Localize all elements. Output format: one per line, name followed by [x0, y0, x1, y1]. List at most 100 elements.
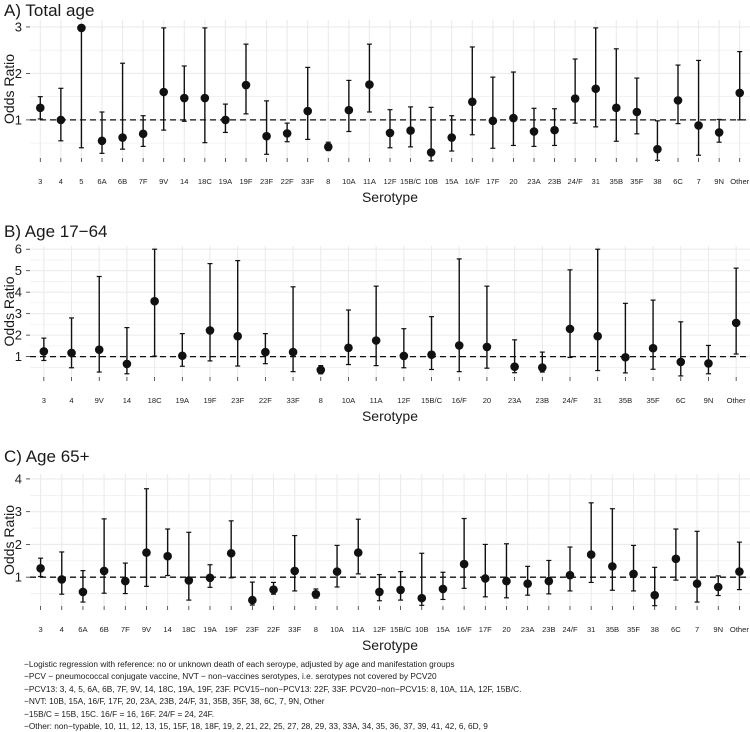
point-estimate — [142, 548, 151, 557]
x-tick-label: 10A — [342, 396, 356, 405]
point-estimate — [184, 576, 194, 585]
point-estimate — [565, 324, 575, 334]
point-estimate — [353, 548, 363, 557]
x-tick-label: 17F — [486, 177, 499, 186]
point-estimate — [159, 87, 169, 97]
x-tick-label: 3 — [38, 177, 42, 186]
x-tick-label: 23F — [260, 177, 273, 186]
point-estimate — [482, 342, 492, 352]
point-estimate — [565, 570, 575, 580]
error-bar — [186, 531, 192, 601]
error-bar — [609, 508, 615, 591]
footnote-nvt: −NVT: 10B, 15A, 16/F, 17F, 20, 23A, 23B,… — [24, 696, 325, 707]
point-estimate — [509, 113, 518, 123]
point-estimate — [262, 131, 271, 141]
panel-title: A) Total age — [4, 1, 94, 20]
point-estimate — [629, 569, 638, 579]
x-tick-label: 19A — [176, 396, 190, 405]
point-estimate — [57, 575, 67, 584]
point-estimate — [233, 331, 242, 341]
x-tick-label: 5 — [79, 177, 83, 186]
point-estimate — [226, 548, 236, 558]
point-estimate — [417, 593, 427, 603]
x-tick-label: 4 — [59, 177, 63, 186]
x-tick-label: 33F — [287, 396, 300, 405]
x-tick-label: 23A — [527, 177, 541, 186]
x-tick-label: 17F — [479, 625, 492, 634]
x-tick-label: 31 — [591, 177, 599, 186]
x-tick-label: 14 — [123, 396, 131, 405]
error-bar — [345, 309, 351, 366]
point-estimate — [332, 567, 342, 576]
x-tick-label: 6C — [673, 177, 683, 186]
error-bar — [736, 541, 742, 591]
point-estimate — [621, 352, 630, 362]
x-tick-label: 20 — [509, 177, 517, 186]
error-bar — [366, 43, 372, 113]
error-bar — [401, 328, 407, 369]
x-tick-label: 12F — [397, 396, 410, 405]
x-tick-label: 9V — [95, 396, 105, 405]
error-bar — [243, 43, 249, 115]
x-tick-label: 35F — [627, 625, 640, 634]
x-tick-label: 9N — [704, 396, 714, 405]
error-bar — [101, 518, 107, 594]
error-bar — [482, 543, 488, 598]
x-axis-title: Serotype — [362, 637, 418, 653]
point-estimate — [399, 351, 409, 361]
error-bar — [161, 27, 167, 131]
point-estimate — [406, 126, 415, 135]
error-bar — [69, 317, 75, 369]
x-tick-label: 35B — [606, 625, 620, 634]
footnote-method: −Logistic regression with reference: no … — [24, 659, 455, 669]
error-bar — [595, 248, 601, 372]
error-bar — [484, 285, 490, 369]
point-estimate — [608, 562, 617, 571]
point-estimate — [735, 567, 744, 576]
x-tick-label: 20 — [502, 625, 510, 634]
x-tick-label: 22F — [259, 396, 272, 405]
x-tick-label: 23B — [536, 396, 550, 405]
footnote-pcv-groups: −PCV13: 3, 4, 5, 6A, 6B, 7F, 9V, 14, 18C… — [24, 683, 522, 694]
point-estimate — [303, 106, 313, 116]
x-tick-label: 10A — [342, 177, 356, 186]
error-bar — [264, 100, 270, 155]
error-bar — [567, 546, 573, 592]
point-estimate — [344, 343, 353, 353]
x-tick-label: 10B — [415, 625, 429, 634]
x-tick-label: 6A — [97, 177, 107, 186]
error-bar — [634, 77, 640, 135]
point-estimate — [282, 129, 292, 138]
point-estimate — [120, 576, 130, 586]
y-axis-title: Odds Ratio — [1, 276, 17, 346]
x-tick-label: 8 — [314, 625, 318, 634]
y-tick-label: 4 — [15, 285, 22, 300]
point-estimate — [261, 347, 270, 357]
x-tick-label: 22F — [267, 625, 280, 634]
error-bar — [99, 111, 105, 154]
x-tick-label: 12F — [373, 625, 386, 634]
error-bar — [96, 275, 102, 373]
point-estimate — [454, 341, 464, 350]
x-tick-label: 19F — [239, 177, 252, 186]
error-bar — [456, 258, 462, 373]
panel-B: 1 2 3 4 5 6 3 4 9V 14 18C 19A 19F 23F 22F 33F 8 10A 11A 12F… — [1, 222, 750, 424]
x-tick-label: Other — [727, 396, 746, 405]
error-bar — [650, 299, 656, 370]
x-axis-title: Serotype — [362, 408, 418, 424]
x-tick-label: 19A — [203, 625, 217, 634]
y-tick-label: 1 — [15, 112, 22, 127]
y-tick-label: 6 — [15, 242, 22, 257]
y-tick-label: 5 — [15, 263, 22, 278]
point-estimate — [241, 80, 251, 90]
x-tick-label: 33F — [301, 177, 314, 186]
error-bar — [305, 66, 311, 141]
point-estimate — [704, 359, 713, 368]
footnote-other: −Other: non−typable, 10, 11, 12, 13, 15,… — [24, 721, 488, 732]
y-tick-label: 3 — [15, 19, 22, 34]
x-tick-label: 10B — [424, 177, 438, 186]
point-estimate — [632, 107, 642, 117]
point-estimate — [731, 318, 741, 328]
plot-area — [30, 246, 750, 377]
